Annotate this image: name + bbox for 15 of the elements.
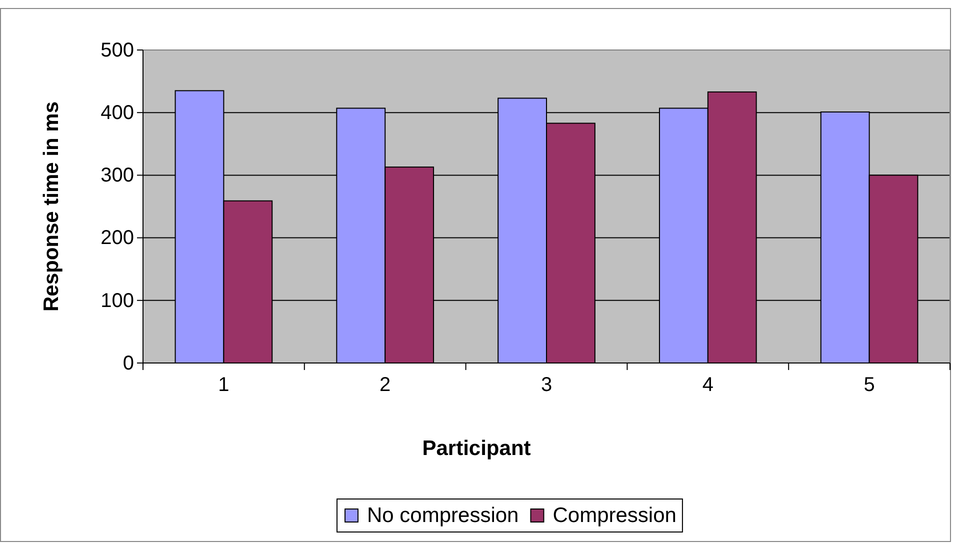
- x-tick-label: 1: [218, 374, 230, 396]
- x-axis-title: Participant: [422, 437, 531, 460]
- x-tick-label: 3: [540, 374, 552, 396]
- x-tick-label: 5: [864, 374, 875, 396]
- y-tick-label: 100: [100, 290, 134, 312]
- legend-label: No compression: [367, 504, 519, 527]
- y-tick-label: 0: [122, 352, 134, 374]
- y-tick-label: 300: [100, 164, 134, 187]
- y-tick-label: 400: [100, 102, 134, 124]
- y-tick-label: 500: [100, 39, 134, 62]
- x-tick-label: 4: [702, 374, 714, 396]
- y-tick-label: 200: [100, 227, 134, 250]
- x-tick-label: 2: [380, 374, 391, 396]
- y-axis-title: Response time in ms: [40, 101, 63, 312]
- legend-label: Compression: [552, 504, 676, 527]
